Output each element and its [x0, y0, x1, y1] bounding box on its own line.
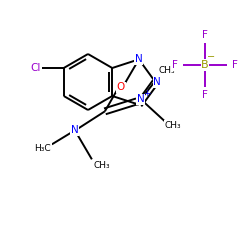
Text: N: N — [135, 54, 143, 64]
Text: CH₃: CH₃ — [94, 161, 110, 170]
Text: F: F — [202, 90, 208, 100]
Text: Cl: Cl — [30, 63, 40, 73]
Text: CH₃: CH₃ — [158, 66, 175, 75]
Text: +: + — [143, 89, 151, 98]
Text: F: F — [172, 60, 178, 70]
Text: −: − — [207, 52, 215, 62]
Text: F: F — [232, 60, 238, 70]
Text: H₃C: H₃C — [34, 144, 51, 153]
Text: N: N — [154, 77, 161, 87]
Text: B: B — [201, 60, 209, 70]
Text: CH₃: CH₃ — [164, 121, 181, 130]
Text: N: N — [71, 125, 79, 135]
Text: O: O — [117, 82, 125, 92]
Text: N: N — [137, 94, 145, 104]
Text: F: F — [202, 30, 208, 40]
